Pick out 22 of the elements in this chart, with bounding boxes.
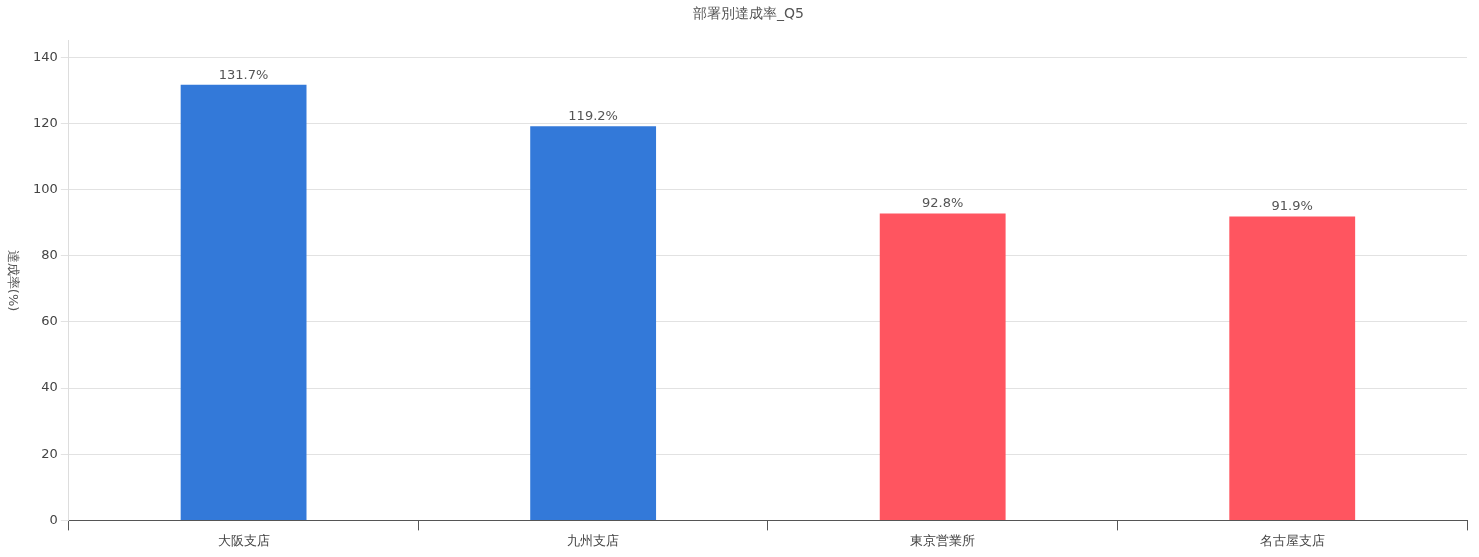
y-tick-label: 80 (41, 247, 58, 263)
data-label: 119.2% (568, 108, 618, 124)
y-tick-label: 20 (41, 445, 58, 461)
data-label: 91.9% (1271, 198, 1313, 214)
bar (530, 126, 657, 520)
y-tick-label: 100 (32, 181, 58, 197)
bar (1229, 216, 1356, 520)
y-tick-label: 140 (32, 48, 58, 64)
x-tick-label: 九州支店 (567, 532, 620, 548)
chart-title: 部署別達成率_Q5 (693, 5, 804, 22)
x-tick-label: 大阪支店 (217, 532, 270, 548)
y-axis-title: 達成率(%) (5, 249, 21, 312)
data-label: 92.8% (922, 195, 964, 211)
y-tick-label: 60 (41, 313, 58, 329)
y-tick-label: 120 (32, 114, 58, 130)
x-tick-label: 東京営業所 (910, 532, 976, 548)
y-tick-label: 40 (41, 379, 58, 395)
data-label: 131.7% (218, 66, 269, 82)
y-tick-label: 0 (49, 511, 58, 527)
bar (879, 213, 1006, 520)
bar (180, 84, 307, 520)
x-tick-label: 名古屋支店 (1259, 532, 1325, 548)
